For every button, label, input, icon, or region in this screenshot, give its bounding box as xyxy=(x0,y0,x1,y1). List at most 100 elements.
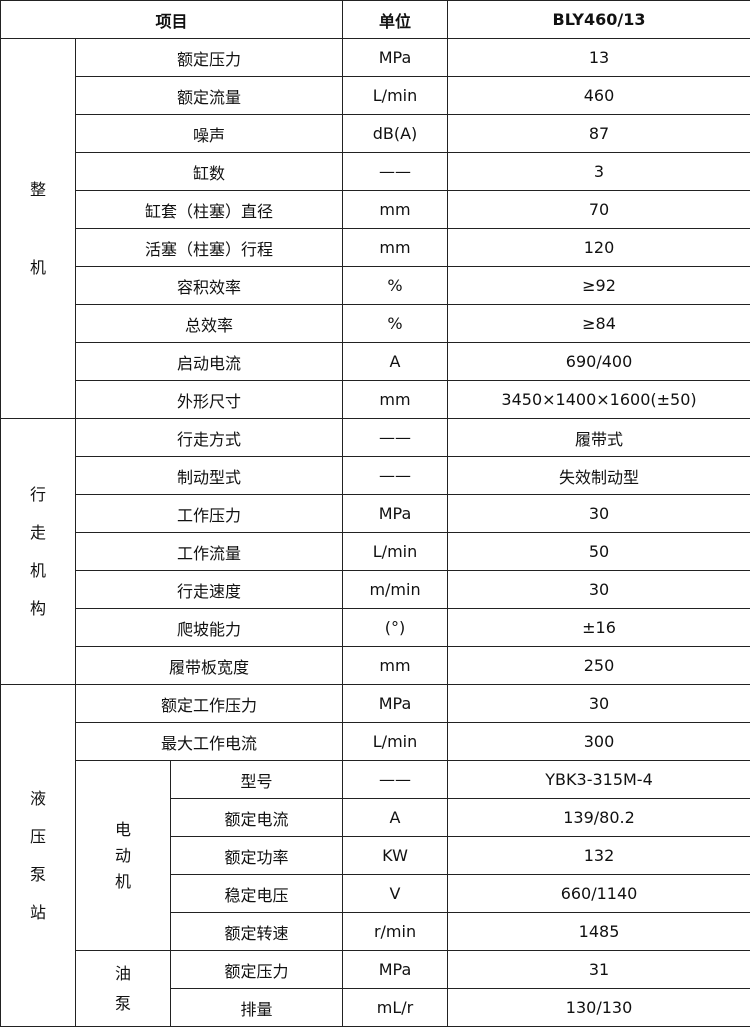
section-label: 行走机构 xyxy=(0,418,76,685)
unit-cell: L/min xyxy=(342,722,449,761)
value-cell: 70 xyxy=(447,190,750,229)
item-cell: 总效率 xyxy=(74,304,344,343)
unit-cell: —— xyxy=(342,456,449,495)
item-cell: 额定电流 xyxy=(169,798,344,837)
unit-cell: L/min xyxy=(342,76,449,115)
item-cell: 额定流量 xyxy=(74,76,344,115)
header-unit: 单位 xyxy=(342,0,449,39)
table-row: 行走机构行走方式 —— 履带式 xyxy=(0,418,750,685)
unit-cell: % xyxy=(342,266,449,305)
section-label-char: 泵 xyxy=(114,993,131,1013)
item-cell: 行走方式 xyxy=(74,418,344,457)
section-label-char: 压 xyxy=(29,826,46,846)
unit-cell: mm xyxy=(342,646,449,685)
header-item: 项目 xyxy=(0,0,344,39)
unit-cell: —— xyxy=(342,152,449,191)
unit-cell: mm xyxy=(342,380,449,419)
value-cell: 300 xyxy=(447,722,750,761)
table-row: 缸套（柱塞）直径 mm 70 xyxy=(1,190,750,229)
unit-cell: (°) xyxy=(342,608,449,647)
item-cell: 工作流量 xyxy=(74,532,344,571)
item-cell: 型号 xyxy=(169,760,344,799)
table-row: 爬坡能力 (°) ±16 xyxy=(1,608,750,647)
value-cell: 139/80.2 xyxy=(447,798,750,837)
table-row: 总效率% ≥84 xyxy=(1,304,750,343)
value-cell: 履带式 xyxy=(447,418,750,457)
subgroup-label: 油泵 xyxy=(75,950,171,1027)
unit-cell: dB(A) xyxy=(342,114,449,153)
value-cell: 30 xyxy=(447,570,750,609)
unit-cell: —— xyxy=(342,760,449,799)
item-cell: 工作压力 xyxy=(74,494,344,533)
value-cell: 30 xyxy=(447,494,750,533)
unit-cell: A xyxy=(342,798,449,837)
item-cell: 履带板宽度 xyxy=(74,646,344,685)
unit-cell: r/min xyxy=(342,912,449,951)
item-cell: 最大工作电流 xyxy=(74,722,344,761)
unit-cell: mm xyxy=(342,190,449,229)
item-cell: 行走速度 xyxy=(74,570,344,609)
value-cell: 50 xyxy=(447,532,750,571)
unit-cell: —— xyxy=(342,418,449,457)
table-row: 工作压力 MPa 30 xyxy=(1,494,750,533)
unit-cell: MPa xyxy=(342,684,449,723)
value-cell: 130/130 xyxy=(447,988,750,1027)
value-cell: 1485 xyxy=(447,912,750,951)
table-row: 稳定电压 V 660/1140 xyxy=(1,874,750,913)
value-cell: 690/400 xyxy=(447,342,750,381)
item-cell: 噪声 xyxy=(74,114,344,153)
item-cell: 制动型式 xyxy=(74,456,344,495)
section-label-char: 机 xyxy=(29,560,46,580)
table-row: 额定功率 KW 132 xyxy=(1,836,750,875)
table-row: 油泵额定压力 MPa 31 xyxy=(1,950,750,1027)
unit-cell: V xyxy=(342,874,449,913)
table-row: 启动电流 A 690/400 xyxy=(1,342,750,381)
table-row: 缸数 —— 3 xyxy=(1,152,750,191)
table-row: 噪声 dB(A) 87 xyxy=(1,114,750,153)
unit-cell: MPa xyxy=(342,494,449,533)
table-row: 整机额定压力 MPa 13 xyxy=(0,38,750,419)
value-cell: ≥84 xyxy=(447,304,750,343)
section-label-char: 动 xyxy=(114,845,131,865)
section-label-char: 油 xyxy=(114,963,131,983)
table-row: 外形尺寸 mm 3450×1400×1600(±50) xyxy=(1,380,750,419)
subgroup-label: 电动机 xyxy=(75,760,171,951)
value-cell: YBK3-315M-4 xyxy=(447,760,750,799)
table-row: 液压泵站额定工作压力 MPa 30 xyxy=(0,684,750,1027)
value-cell: 3450×1400×1600(±50) xyxy=(447,380,750,419)
header-row: 项目 单位 BLY460/13 xyxy=(0,0,750,39)
value-cell: 31 xyxy=(447,950,750,989)
value-cell: 250 xyxy=(447,646,750,685)
item-cell: 活塞（柱塞）行程 xyxy=(74,228,344,267)
item-cell: 爬坡能力 xyxy=(74,608,344,647)
section-label-char: 电 xyxy=(114,819,131,839)
unit-cell: MPa xyxy=(342,950,449,989)
value-cell: 660/1140 xyxy=(447,874,750,913)
unit-cell: % xyxy=(342,304,449,343)
value-cell: 460 xyxy=(447,76,750,115)
unit-cell: mm xyxy=(342,228,449,267)
table-row: 制动型式 —— 失效制动型 xyxy=(1,456,750,495)
unit-cell: m/min xyxy=(342,570,449,609)
section-label-char: 机 xyxy=(114,871,131,891)
section-label-char: 站 xyxy=(29,902,46,922)
section-label-char: 液 xyxy=(29,788,46,808)
unit-cell: A xyxy=(342,342,449,381)
item-cell: 缸套（柱塞）直径 xyxy=(74,190,344,229)
table-row: 额定流量 L/min 460 xyxy=(1,76,750,115)
item-cell: 排量 xyxy=(169,988,344,1027)
section-label-char: 泵 xyxy=(29,864,46,884)
section-label-char: 行 xyxy=(29,484,46,504)
table-row: 额定电流 A 139/80.2 xyxy=(1,798,750,837)
table-row: 工作流量 L/min 50 xyxy=(1,532,750,571)
table-row: 活塞（柱塞）行程 mm 120 xyxy=(1,228,750,267)
item-cell: 外形尺寸 xyxy=(74,380,344,419)
section-label-char: 走 xyxy=(29,522,46,542)
section-label-char: 构 xyxy=(29,598,46,618)
table-row: 行走速度 m/min 30 xyxy=(1,570,750,609)
item-cell: 稳定电压 xyxy=(169,874,344,913)
unit-cell: L/min xyxy=(342,532,449,571)
item-cell: 额定功率 xyxy=(169,836,344,875)
header-model: BLY460/13 xyxy=(447,0,750,39)
item-cell: 额定转速 xyxy=(169,912,344,951)
